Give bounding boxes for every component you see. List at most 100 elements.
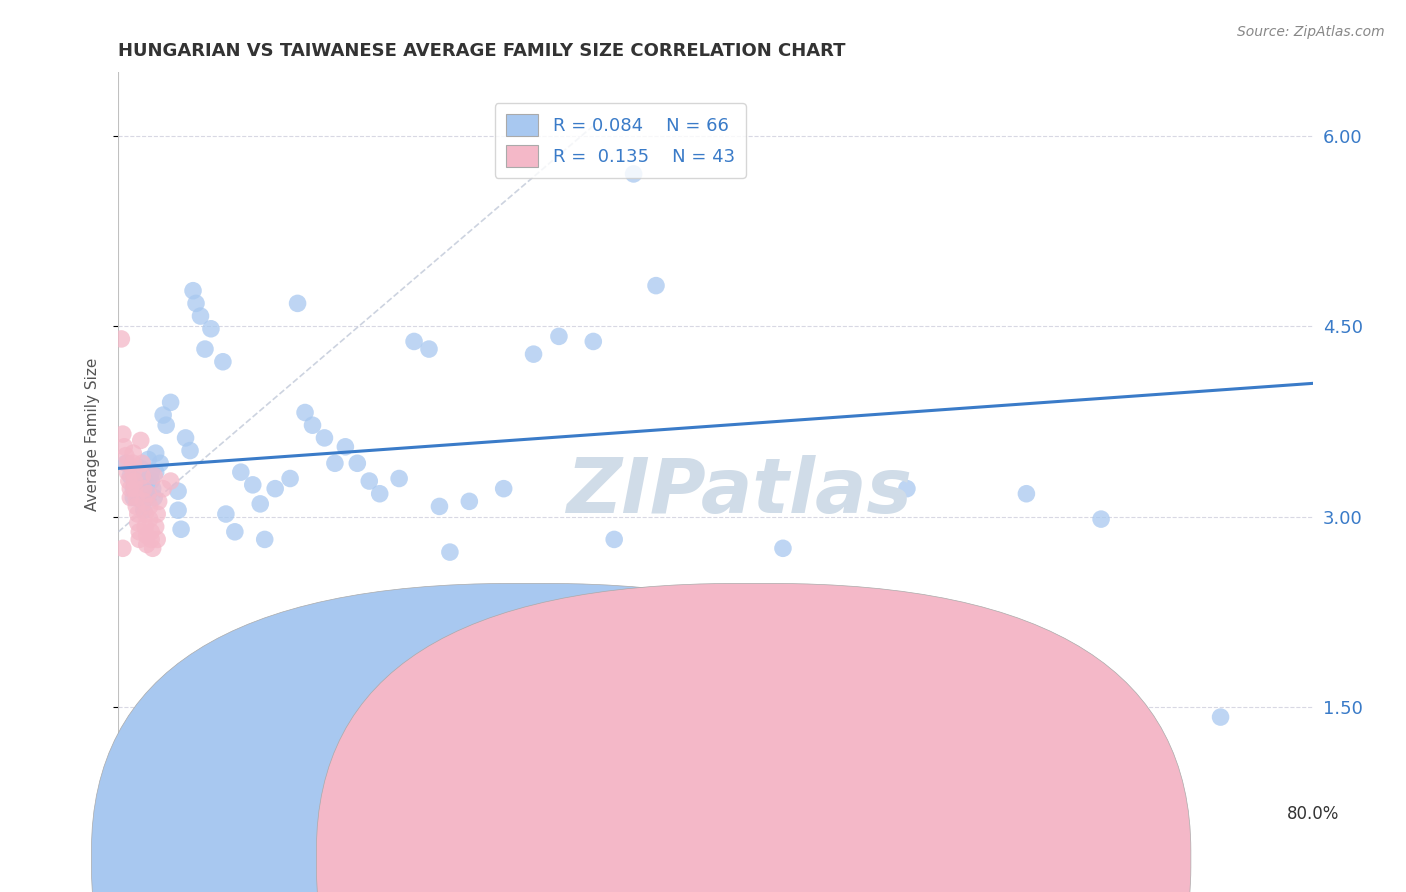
Point <box>149 456 172 470</box>
Point <box>294 405 316 419</box>
Point <box>148 494 170 508</box>
Point <box>118 474 141 488</box>
Point <box>112 440 135 454</box>
Point <box>429 500 451 514</box>
Point <box>159 474 181 488</box>
Point <box>131 456 153 470</box>
Point <box>439 545 461 559</box>
Point <box>522 347 544 361</box>
Point <box>418 342 440 356</box>
Text: Taiwanese: Taiwanese <box>773 849 858 867</box>
Point <box>124 474 146 488</box>
Legend: R = 0.084    N = 66, R =  0.135    N = 43: R = 0.084 N = 66, R = 0.135 N = 43 <box>495 103 745 178</box>
Point <box>111 541 134 556</box>
Point <box>120 482 142 496</box>
Point <box>152 408 174 422</box>
Point <box>122 465 145 479</box>
Point <box>120 491 142 505</box>
Point <box>167 503 190 517</box>
Point <box>492 482 515 496</box>
Point <box>212 355 235 369</box>
Point <box>134 507 156 521</box>
Point <box>287 296 309 310</box>
Point <box>314 431 336 445</box>
Point <box>458 494 481 508</box>
Point <box>335 440 357 454</box>
Point <box>143 491 166 505</box>
Point <box>242 478 264 492</box>
Text: Source: ZipAtlas.com: Source: ZipAtlas.com <box>1237 25 1385 39</box>
Point <box>135 537 157 551</box>
Point <box>110 332 132 346</box>
Point <box>145 520 167 534</box>
Point <box>127 507 149 521</box>
Point <box>368 487 391 501</box>
Point <box>132 494 155 508</box>
Point <box>145 465 167 479</box>
Point <box>229 465 252 479</box>
Point <box>131 494 153 508</box>
Point <box>132 482 155 496</box>
Point <box>132 503 155 517</box>
Point <box>117 465 139 479</box>
Point <box>129 434 152 448</box>
Point <box>134 474 156 488</box>
Point <box>136 452 159 467</box>
Point <box>155 418 177 433</box>
Text: Hungarians: Hungarians <box>543 849 638 867</box>
Point <box>249 497 271 511</box>
Point <box>141 524 163 539</box>
Point <box>122 482 145 496</box>
Point <box>146 507 169 521</box>
Point <box>111 427 134 442</box>
Point <box>135 528 157 542</box>
Point <box>124 482 146 496</box>
Point <box>120 469 142 483</box>
Point <box>346 456 368 470</box>
Point <box>117 456 139 470</box>
Point <box>194 342 217 356</box>
Point <box>278 471 301 485</box>
Text: HUNGARIAN VS TAIWANESE AVERAGE FAMILY SIZE CORRELATION CHART: HUNGARIAN VS TAIWANESE AVERAGE FAMILY SI… <box>118 42 846 60</box>
Point <box>224 524 246 539</box>
Point <box>138 500 160 514</box>
Point <box>772 541 794 556</box>
Point <box>174 431 197 445</box>
Point <box>125 487 148 501</box>
Point <box>159 395 181 409</box>
Point <box>190 309 212 323</box>
Point <box>131 469 153 483</box>
Point <box>122 456 145 470</box>
Point <box>323 456 346 470</box>
Point <box>134 520 156 534</box>
Point <box>388 471 411 485</box>
Point <box>645 278 668 293</box>
Point <box>122 491 145 505</box>
Point <box>167 484 190 499</box>
Point <box>128 533 150 547</box>
Point <box>184 296 207 310</box>
Point <box>136 487 159 501</box>
Point <box>253 533 276 547</box>
Point <box>1090 512 1112 526</box>
Point <box>134 484 156 499</box>
Point <box>138 512 160 526</box>
Point <box>548 329 571 343</box>
Point <box>142 541 165 556</box>
Point <box>141 474 163 488</box>
Point <box>143 469 166 483</box>
Point <box>128 524 150 539</box>
Point <box>125 474 148 488</box>
Point <box>127 516 149 530</box>
Point <box>623 167 645 181</box>
Point <box>141 465 163 479</box>
Point <box>359 474 381 488</box>
Point <box>1209 710 1232 724</box>
Point <box>200 322 222 336</box>
Text: ZIPatlas: ZIPatlas <box>567 455 912 529</box>
Point <box>136 487 159 501</box>
Point <box>404 334 426 349</box>
Point <box>146 533 169 547</box>
Point <box>1015 487 1038 501</box>
Point <box>152 482 174 496</box>
